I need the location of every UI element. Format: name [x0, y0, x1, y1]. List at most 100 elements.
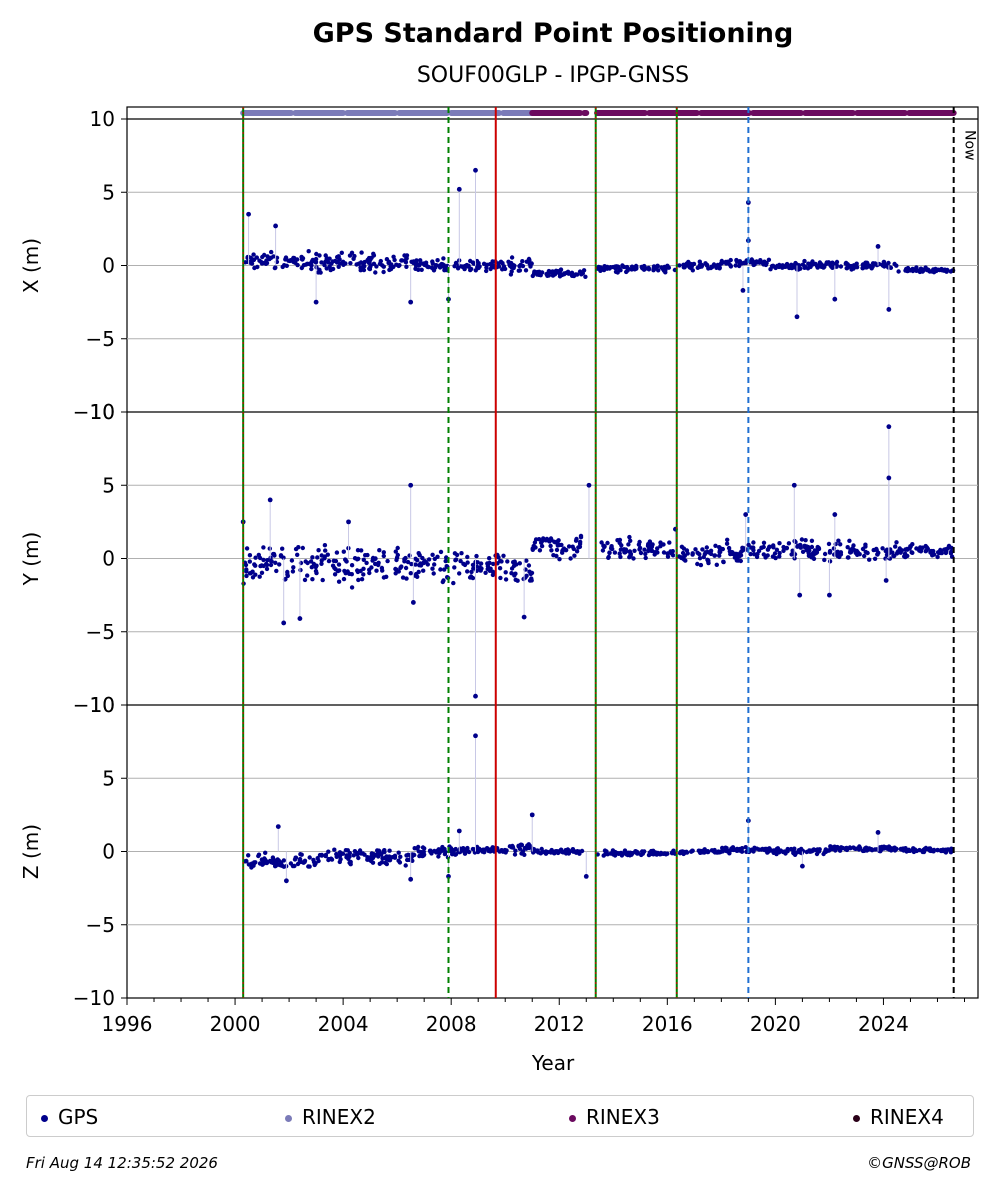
gps-point — [544, 536, 550, 542]
legend-item-rinex4: RINEX4 — [853, 1106, 944, 1128]
gps-point — [599, 540, 604, 545]
gps-point — [269, 249, 274, 255]
gps-point — [496, 261, 501, 266]
gps-point — [563, 848, 568, 853]
gps-point — [400, 575, 406, 580]
gps-point — [320, 577, 325, 583]
gps-point — [328, 856, 334, 861]
gps-point — [679, 555, 684, 561]
gps-point — [847, 538, 852, 543]
gps-point — [441, 256, 446, 261]
gps-point — [438, 549, 444, 555]
gps-point — [393, 571, 398, 576]
gps-point — [846, 555, 851, 560]
gps-point — [834, 259, 840, 265]
gps-point — [698, 849, 703, 854]
gps-point — [497, 566, 503, 571]
gps-point — [703, 550, 708, 555]
gps-point — [853, 846, 858, 851]
gps-point — [600, 548, 606, 553]
gps-point — [261, 545, 266, 550]
gps-point — [910, 550, 915, 555]
gps-point — [256, 552, 261, 558]
gps-point — [380, 856, 385, 861]
gps-outlier — [283, 878, 289, 884]
gps-point — [459, 551, 464, 556]
gps-point — [548, 850, 553, 855]
gps-point — [269, 559, 274, 564]
gps-point — [918, 549, 924, 554]
gps-point — [724, 261, 729, 266]
gps-point — [549, 548, 554, 553]
gps-point — [327, 256, 332, 261]
gps-point — [556, 538, 561, 543]
gps-point — [412, 852, 417, 858]
gps-point — [836, 538, 841, 543]
gps-point — [411, 259, 416, 264]
gps-point — [339, 250, 344, 255]
gps-point — [326, 558, 332, 564]
gps-point — [557, 274, 563, 279]
gps-outlier — [832, 512, 838, 517]
y-axis-label: X (m) — [19, 238, 43, 293]
gps-point — [432, 562, 437, 567]
gps-point — [503, 570, 508, 575]
gps-point — [869, 265, 874, 270]
gps-point — [421, 568, 426, 573]
gps-point — [598, 265, 603, 271]
gps-point — [838, 264, 844, 269]
gps-point — [474, 553, 479, 559]
gps-point — [912, 847, 918, 852]
gps-point — [636, 542, 642, 547]
legend-label-gps: GPS — [58, 1105, 99, 1129]
gps-point — [347, 253, 353, 258]
gps-point — [394, 557, 399, 563]
gps-point — [730, 551, 735, 557]
gps-point — [385, 558, 390, 564]
gps-point — [837, 848, 843, 853]
chart-panels: 10 5 0 −5 −10 X (m) 10 5 0 −5 −10 Y (m) 10 5 0 −5 −10 Z (… — [19, 106, 979, 1036]
gps-point — [896, 269, 901, 274]
gps-point — [317, 253, 322, 258]
gps-point — [469, 569, 474, 575]
gps-point — [539, 540, 544, 545]
gps-point — [251, 252, 256, 257]
gps-point — [891, 553, 896, 559]
legend-item-gps: GPS — [41, 1106, 98, 1128]
gps-point — [892, 845, 897, 850]
gps-point — [796, 263, 802, 268]
gps-point — [743, 845, 748, 850]
gps-point — [293, 546, 299, 552]
gps-point — [295, 257, 300, 262]
gps-point — [295, 552, 300, 557]
gps-point — [623, 850, 629, 855]
gps-point — [546, 272, 551, 278]
gps-point — [814, 847, 819, 853]
gps-point — [361, 557, 366, 562]
gps-outlier — [275, 824, 281, 829]
gps-point — [348, 261, 353, 266]
gps-point — [881, 844, 887, 849]
gps-point — [341, 549, 346, 554]
y-axis-label: Y (m) — [19, 532, 43, 587]
gps-point — [398, 854, 403, 859]
gps-point — [927, 848, 933, 853]
gps-point — [690, 552, 695, 557]
gps-point — [498, 575, 503, 581]
gps-point — [855, 550, 861, 555]
gps-point — [439, 261, 444, 267]
gps-point — [335, 568, 341, 574]
gps-point — [814, 851, 820, 857]
gps-point — [553, 540, 558, 545]
gps-point — [565, 271, 571, 276]
gps-point — [539, 543, 545, 549]
gps-point — [427, 848, 433, 853]
y-tick-label: 10 — [90, 693, 115, 717]
gps-point — [661, 550, 667, 555]
gps-point — [506, 259, 511, 264]
gps-point — [720, 546, 725, 552]
gps-outlier — [267, 497, 273, 503]
gps-outlier — [456, 828, 462, 834]
gps-point — [718, 549, 723, 555]
gps-point — [310, 257, 315, 263]
